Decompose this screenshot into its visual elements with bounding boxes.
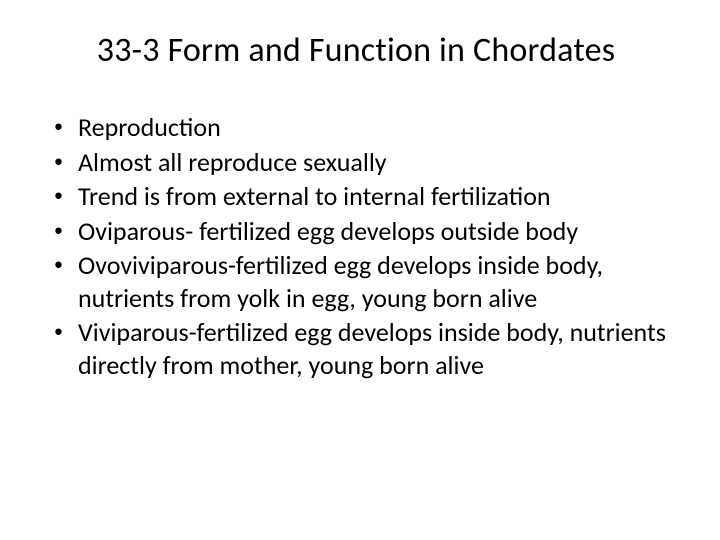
bullet-list: Reproduction Almost all reproduce sexual… bbox=[48, 111, 672, 381]
list-item: Oviparous- fertilized egg develops outsi… bbox=[48, 215, 672, 248]
list-item: Trend is from external to internal ferti… bbox=[48, 180, 672, 213]
list-item: Almost all reproduce sexually bbox=[48, 146, 672, 179]
slide: 33-3 Form and Function in Chordates Repr… bbox=[0, 0, 720, 540]
slide-content: Reproduction Almost all reproduce sexual… bbox=[40, 111, 672, 516]
list-item: Reproduction bbox=[48, 111, 672, 144]
slide-title: 33-3 Form and Function in Chordates bbox=[40, 30, 672, 71]
list-item: Ovoviviparous-fertilized egg develops in… bbox=[48, 249, 672, 314]
list-item: Viviparous-fertilized egg develops insid… bbox=[48, 316, 672, 381]
